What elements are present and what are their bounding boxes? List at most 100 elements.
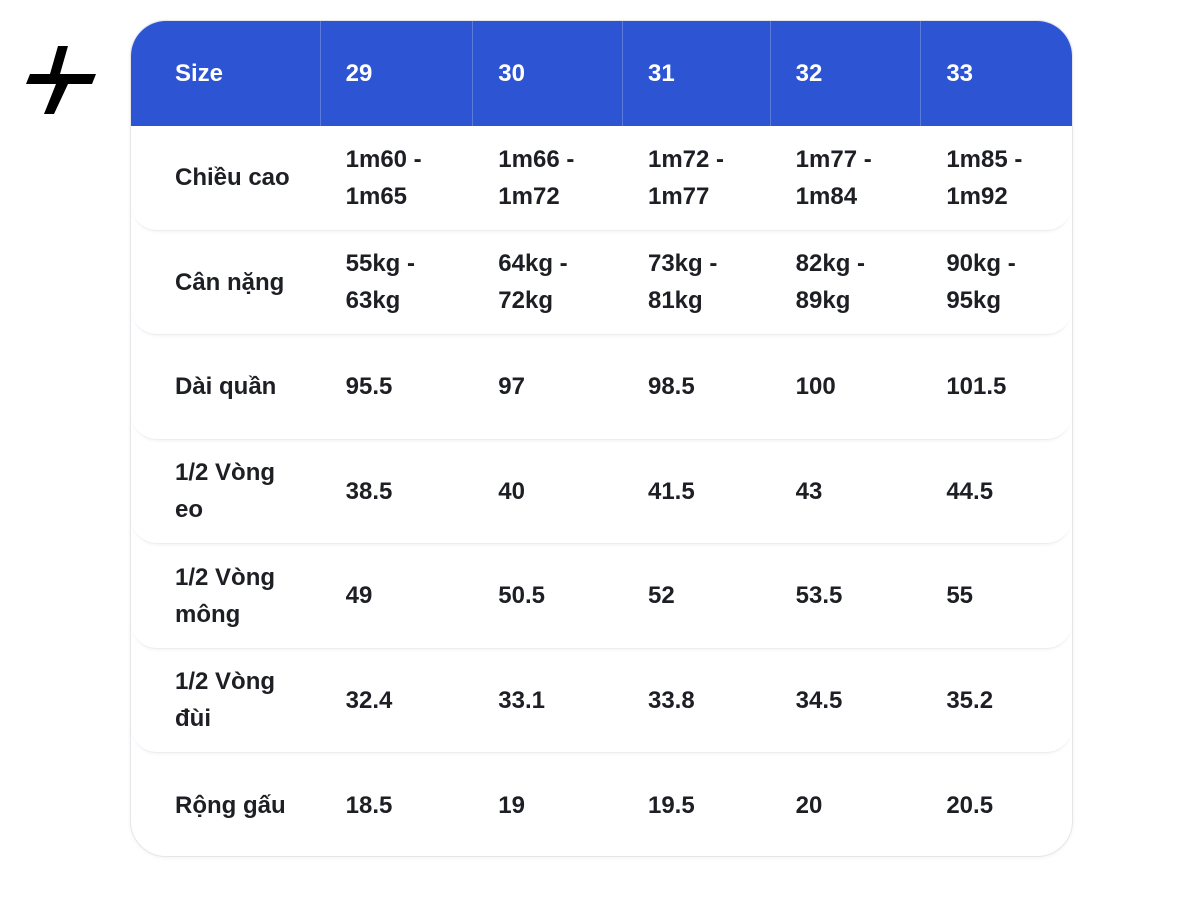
cell-text: 82kg - 89kg: [795, 250, 866, 315]
cell-text: 95.5: [345, 373, 393, 401]
header-cell: 29: [321, 21, 474, 126]
cell-text: 1m77 - 1m84: [795, 145, 872, 210]
table-cell: 64kg - 72kg: [473, 231, 623, 335]
table-cell: 55: [921, 544, 1072, 648]
table-cell: 90kg - 95kg: [921, 231, 1072, 335]
logo: [26, 46, 96, 114]
cell-text: Chiều cao: [175, 164, 290, 192]
row-label: Dài quần: [131, 335, 321, 439]
cell-text: 1/2 Vòng đùi: [175, 668, 276, 733]
cell-text: 33: [946, 60, 974, 87]
table-cell: 1m60 - 1m65: [321, 126, 474, 230]
cell-text: 18.5: [345, 791, 393, 819]
header-cell: Size: [131, 21, 321, 126]
cell-text: 49: [345, 582, 373, 610]
table-row: Chiều cao 1m60 - 1m65 1m66 - 1m72 1m72 - 1m…: [131, 126, 1072, 231]
table-cell: 53.5: [771, 544, 922, 648]
cell-text: 41.5: [647, 477, 695, 505]
cell-text: 52: [647, 582, 675, 610]
table-cell: 95.5: [321, 335, 474, 439]
cell-text: 55kg - 63kg: [345, 250, 415, 315]
table-cell: 34.5: [771, 649, 922, 753]
cell-text: 90kg - 95kg: [946, 250, 1016, 315]
cell-text: 31: [647, 60, 675, 87]
cell-text: 19.5: [647, 791, 695, 819]
table-cell: 101.5: [921, 335, 1072, 439]
cell-text: Cân nặng: [175, 268, 285, 296]
table-cell: 38.5: [321, 440, 474, 544]
cell-text: 40: [498, 477, 525, 505]
logo-shape: [26, 46, 96, 114]
table-cell: 98.5: [623, 335, 771, 439]
table-cell: 20: [771, 753, 922, 856]
table-cell: 50.5: [473, 544, 623, 648]
cell-text: 19: [498, 791, 525, 819]
cell-text: 1m60 - 1m65: [345, 145, 422, 210]
table-row: Cân nặng 55kg - 63kg 64kg - 72kg 73kg - 81k…: [131, 231, 1072, 335]
table-cell: 1m85 - 1m92: [921, 126, 1072, 230]
cell-text: Dài quần: [175, 373, 277, 401]
header-cell: 32: [771, 21, 922, 126]
row-label: 1/2 Vòng mông: [131, 544, 321, 648]
header-cell: 31: [623, 21, 771, 126]
table-cell: 44.5: [921, 440, 1072, 544]
cell-text: 32.4: [345, 686, 393, 714]
table-cell: 52: [623, 544, 771, 648]
table-cell: 97: [473, 335, 623, 439]
cell-text: 98.5: [647, 373, 695, 401]
cell-text: 100: [795, 373, 836, 401]
cell-text: 33.8: [647, 686, 695, 714]
cell-text: 20.5: [946, 791, 994, 819]
cell-text: 33.1: [498, 686, 546, 714]
header-row: Size 29 30 31 32 33: [131, 21, 1072, 126]
cell-text: 1m85 - 1m92: [946, 145, 1023, 210]
cell-text: Size: [175, 60, 224, 87]
table-cell: 19: [473, 753, 623, 856]
table-cell: 73kg - 81kg: [623, 231, 771, 335]
table-cell: 1m72 - 1m77: [623, 126, 771, 230]
cell-text: 97: [498, 373, 525, 401]
table-cell: 32.4: [321, 649, 474, 753]
row-label: 1/2 Vòng eo: [131, 440, 321, 544]
table-cell: 1m77 - 1m84: [771, 126, 922, 230]
table-cell: 49: [321, 544, 474, 648]
cell-text: 34.5: [795, 686, 843, 714]
cell-text: 73kg - 81kg: [647, 250, 718, 315]
table-cell: 20.5: [921, 753, 1072, 856]
cell-text: 64kg - 72kg: [498, 250, 568, 315]
cell-text: 30: [498, 60, 525, 87]
table-cell: 41.5: [623, 440, 771, 544]
table-row: 1/2 Vòng eo 38.5 40 41.5 43 44.5: [131, 440, 1072, 544]
cell-text: 1/2 Vòng eo: [175, 459, 276, 524]
header-cell: 33: [921, 21, 1072, 126]
row-label: Chiều cao: [131, 126, 321, 230]
table-row: 1/2 Vòng đùi 32.4 33.1 33.8 34.5 35.2: [131, 649, 1072, 753]
cell-text: 1/2 Vòng mông: [175, 563, 276, 628]
cell-text: 20: [795, 791, 823, 819]
row-label: Rộng gấu: [131, 753, 321, 856]
cell-text: 50.5: [498, 582, 546, 610]
table-cell: 55kg - 63kg: [321, 231, 474, 335]
cell-text: 1m66 - 1m72: [498, 145, 575, 210]
row-label: Cân nặng: [131, 231, 321, 335]
cell-text: 32: [795, 60, 823, 87]
table-cell: 19.5: [623, 753, 771, 856]
table-cell: 18.5: [321, 753, 474, 856]
cell-text: 44.5: [946, 477, 994, 505]
row-label: 1/2 Vòng đùi: [131, 649, 321, 753]
table-cell: 33.8: [623, 649, 771, 753]
cell-text: 53.5: [795, 582, 843, 610]
cell-text: 29: [345, 60, 373, 87]
table-cell: 40: [473, 440, 623, 544]
table-cell: 35.2: [921, 649, 1072, 753]
table-cell: 1m66 - 1m72: [473, 126, 623, 230]
table-row: Dài quần 95.5 97 98.5 100 101.5: [131, 335, 1072, 440]
size-table: Size 29 30 31 32 33 Chiều cao 1m60 - 1m65 1m66 -…: [130, 20, 1073, 857]
table-row: 1/2 Vòng mông 49 50.5 52 53.5 55: [131, 544, 1072, 649]
table-cell: 82kg - 89kg: [771, 231, 922, 335]
cell-text: 43: [795, 477, 823, 505]
cell-text: 55: [946, 582, 974, 610]
table-cell: 100: [771, 335, 922, 439]
cell-text: 38.5: [345, 477, 393, 505]
